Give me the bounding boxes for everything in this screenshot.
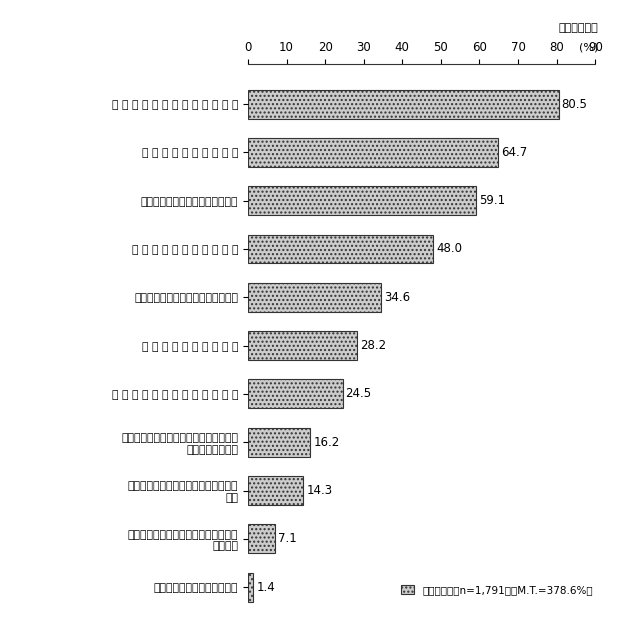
Text: 1.4: 1.4: [257, 580, 275, 594]
Text: 24.5: 24.5: [345, 387, 372, 401]
Bar: [248, 90, 559, 118]
Bar: [248, 331, 356, 360]
Bar: [248, 186, 476, 215]
Text: 80.5: 80.5: [562, 97, 588, 111]
Bar: [248, 476, 303, 505]
Text: (%): (%): [579, 43, 599, 52]
Bar: [248, 524, 275, 554]
Bar: [248, 428, 311, 457]
Text: （複数回答）: （複数回答）: [559, 23, 599, 33]
Bar: [248, 234, 433, 264]
Bar: [248, 283, 381, 312]
Text: 28.2: 28.2: [360, 339, 386, 352]
Text: 48.0: 48.0: [436, 243, 463, 255]
Legend: 総　　数　（n=1,791人、M.T.=378.6%）: 総 数 （n=1,791人、M.T.=378.6%）: [397, 581, 597, 600]
Bar: [248, 138, 498, 167]
Text: 16.2: 16.2: [314, 436, 340, 449]
Text: 34.6: 34.6: [384, 291, 410, 304]
Text: 7.1: 7.1: [278, 532, 297, 545]
Text: 14.3: 14.3: [306, 484, 332, 497]
Bar: [248, 380, 342, 408]
Text: 64.7: 64.7: [501, 146, 527, 159]
Bar: [248, 573, 254, 602]
Text: 59.1: 59.1: [479, 194, 505, 207]
